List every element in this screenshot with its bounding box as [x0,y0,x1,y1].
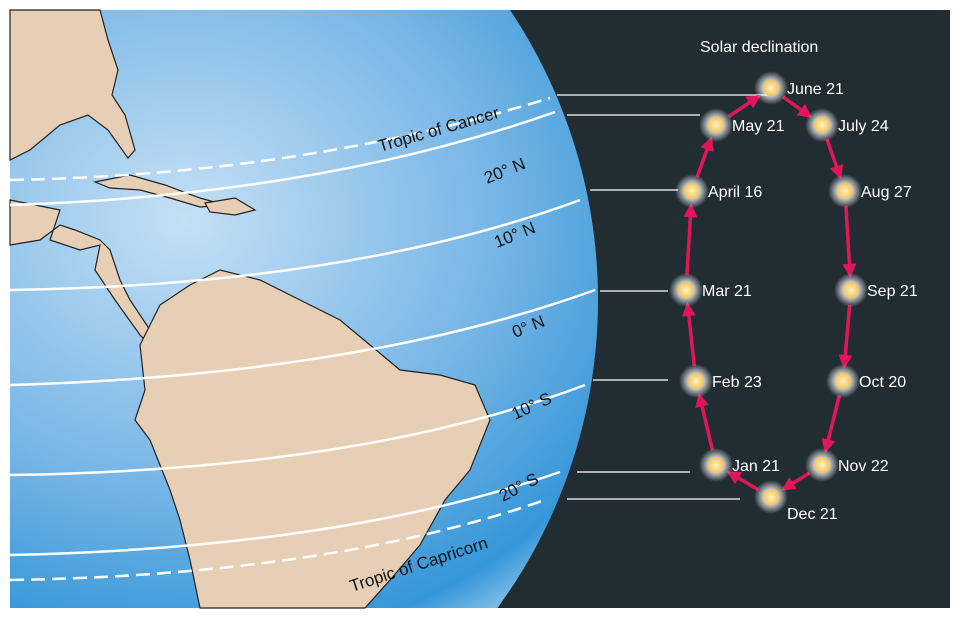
date-label: Sep 21 [867,283,918,300]
sun-icon [763,80,779,96]
arrow-aug-27 [842,205,857,278]
declination-pointers [557,94,770,500]
arrow-sep-21 [838,304,853,369]
arrow-nov-22 [781,471,811,491]
arrow-may-21 [727,94,761,119]
hispaniola [204,197,257,216]
arrow-june-21 [782,95,813,118]
sun-marker: July 24 [805,108,889,142]
latitude-20n-line [9,110,556,207]
date-label: July 24 [838,118,889,135]
sun-icon [708,457,724,473]
sun-icon [843,282,859,298]
date-label: Mar 21 [702,283,752,300]
date-label: June 21 [787,81,844,98]
sun-icon [814,117,830,133]
arrow-oct-20 [821,395,842,454]
latitude-10n-line [9,198,581,292]
globe [9,9,598,609]
sun-markers: June 21 May 21 July 24 April 16 Aug 27 Mar 21… [669,71,918,523]
diagram-title: Solar declination [700,39,818,56]
tropic-of-capricorn-line [9,498,546,582]
arrow-dec-21 [726,471,759,491]
south-america [134,269,491,609]
sun-icon [684,183,700,199]
seasonal-arrows [681,94,857,491]
equator-line [9,288,596,387]
latitude-20s-line [9,470,561,557]
arrow-feb-23 [681,302,697,367]
arrow-mar-21 [683,203,698,276]
sun-icon [678,282,694,298]
sun-icon [814,457,830,473]
sun-icon [835,373,851,389]
sun-marker: Nov 22 [805,448,889,482]
sun-marker: Feb 23 [679,364,762,398]
date-label: Oct 20 [859,374,906,391]
sun-marker: May 21 [699,108,785,142]
sun-marker: June 21 [754,71,844,105]
sun-icon [837,183,853,199]
north-america [9,9,136,161]
latitude-10s-line [9,383,586,477]
sun-marker: April 16 [675,174,762,208]
date-label: Feb 23 [712,374,762,391]
tropic-of-cancer-line [9,96,551,182]
arrow-jan-21 [695,392,715,451]
sun-icon [688,373,704,389]
sun-icon [708,117,724,133]
sun-marker: Dec 21 [754,480,838,523]
date-label: May 21 [732,118,785,135]
sun-marker: Oct 20 [826,364,906,398]
date-label: April 16 [708,184,762,201]
arrow-april-16 [695,136,714,178]
date-label: Dec 21 [787,506,838,523]
sun-icon [763,489,779,505]
sun-marker: Sep 21 [834,273,918,307]
sun-marker: Mar 21 [669,273,752,307]
date-label: Aug 27 [861,184,912,201]
arrow-july-24 [825,138,843,180]
sun-marker: Jan 21 [699,448,780,482]
date-label: Nov 22 [838,458,889,475]
sun-marker: Aug 27 [828,174,912,208]
date-label: Jan 21 [732,458,780,475]
